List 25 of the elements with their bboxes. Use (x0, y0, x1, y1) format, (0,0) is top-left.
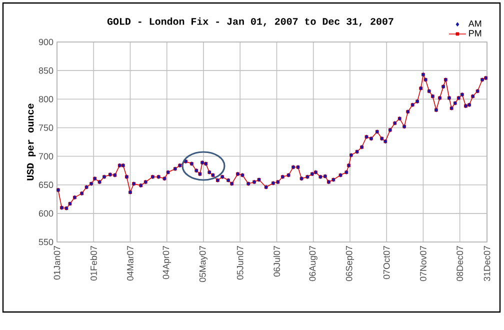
y-tick-label: 650 (38, 182, 54, 188)
x-tick-label: 05May07 (199, 246, 208, 282)
legend-label: AM (468, 20, 482, 27)
legend-label: PM (469, 30, 482, 36)
x-tick-label: 06Sep07 (346, 246, 354, 282)
chart-title: GOLD - London Fix - Jan 01, 2007 to Dec 31, 2007 (107, 18, 394, 26)
x-tick-label: 08Dec07 (456, 246, 464, 282)
x-tick-label: 06Jul07 (273, 246, 280, 277)
x-tick-label: 31Dec07 (484, 246, 490, 282)
y-tick-label: 900 (38, 38, 54, 46)
x-tick-label: 01Feb07 (90, 246, 97, 281)
y-tick-label: 550 (38, 238, 54, 246)
y-axis-title: USD per ounce (26, 104, 36, 180)
y-tick-label: 600 (38, 210, 54, 217)
x-tick-label: 05Jun07 (236, 246, 244, 280)
x-tick-label: 04Mar07 (127, 246, 134, 281)
y-tick-label: 850 (38, 67, 54, 74)
x-tick-label: 01Jan07 (54, 246, 60, 280)
x-tick-label: 07Oct07 (383, 246, 390, 280)
x-tick-label: 06Aug07 (309, 246, 318, 282)
y-tick-label: 750 (38, 124, 54, 131)
x-tick-label: 04Apr07 (162, 246, 171, 280)
y-tick-label: 700 (38, 153, 54, 160)
x-tick-label: 07Nov07 (420, 246, 426, 282)
y-tick-label: 800 (38, 96, 54, 102)
